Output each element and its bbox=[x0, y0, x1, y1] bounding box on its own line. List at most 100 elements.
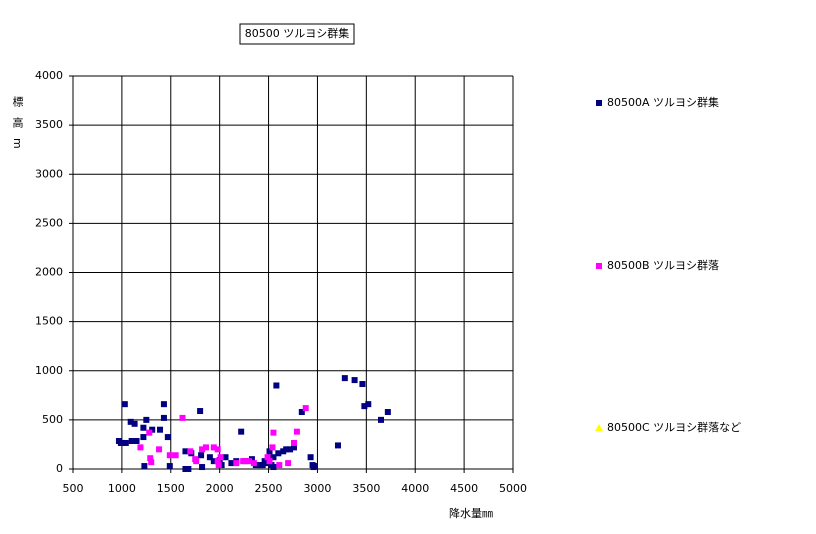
x-tick-label: 1500 bbox=[157, 482, 185, 495]
point bbox=[157, 426, 164, 433]
point bbox=[166, 452, 173, 459]
point bbox=[378, 416, 384, 423]
title-box bbox=[239, 23, 355, 45]
point bbox=[210, 444, 217, 451]
point bbox=[131, 420, 138, 427]
point bbox=[179, 414, 186, 421]
point bbox=[117, 439, 124, 446]
legend-label: 80500C ツルヨシ群落など bbox=[607, 420, 741, 434]
point bbox=[193, 458, 200, 465]
point bbox=[146, 429, 153, 436]
point bbox=[302, 405, 309, 412]
point bbox=[199, 464, 206, 471]
y-tick-label: 3000 bbox=[35, 167, 63, 180]
point bbox=[148, 459, 155, 466]
point bbox=[259, 462, 266, 469]
point bbox=[164, 434, 171, 441]
point bbox=[210, 458, 217, 465]
point bbox=[137, 444, 144, 451]
point bbox=[359, 381, 366, 388]
point bbox=[275, 450, 282, 457]
point bbox=[240, 458, 247, 465]
point bbox=[133, 437, 140, 444]
point bbox=[215, 462, 222, 469]
point bbox=[233, 460, 240, 467]
point bbox=[307, 454, 314, 461]
point bbox=[270, 464, 277, 471]
legend-label: 80500B ツルヨシ群落 bbox=[607, 258, 719, 272]
x-tick-label: 2500 bbox=[255, 482, 283, 495]
point bbox=[121, 401, 128, 408]
point bbox=[351, 377, 358, 384]
point bbox=[182, 448, 189, 455]
point bbox=[147, 455, 154, 462]
point bbox=[283, 446, 290, 453]
point bbox=[312, 463, 318, 470]
y-tick-label: 1000 bbox=[35, 364, 63, 377]
y-tick-label: 1500 bbox=[35, 315, 63, 328]
x-tick-label: 5000 bbox=[499, 482, 527, 495]
x-tick-label: 2000 bbox=[206, 482, 234, 495]
x-tick-label: 3000 bbox=[303, 482, 331, 495]
point bbox=[266, 448, 273, 455]
point bbox=[287, 446, 294, 453]
point bbox=[298, 409, 305, 416]
point bbox=[290, 439, 297, 446]
y-tick-label: 2500 bbox=[35, 216, 63, 229]
x-tick-label: 4000 bbox=[401, 482, 429, 495]
point bbox=[222, 454, 229, 461]
y-tick-label: 2000 bbox=[35, 266, 63, 279]
y-tick-label: 3500 bbox=[35, 118, 63, 131]
point bbox=[246, 458, 252, 465]
point bbox=[166, 463, 173, 470]
point bbox=[238, 428, 245, 435]
point bbox=[266, 458, 273, 465]
x-tick-label: 1000 bbox=[108, 482, 136, 495]
point bbox=[276, 462, 283, 469]
point bbox=[293, 428, 300, 435]
point bbox=[143, 416, 150, 423]
point bbox=[160, 401, 167, 408]
point bbox=[122, 439, 129, 446]
point bbox=[285, 460, 292, 467]
y-tick-label: 4000 bbox=[35, 69, 63, 82]
legend-marker bbox=[596, 263, 602, 269]
point bbox=[156, 446, 163, 453]
point bbox=[384, 409, 391, 416]
chart-title: 80500 ツルヨシ群集 bbox=[245, 26, 350, 40]
x-tick-label: 3500 bbox=[352, 482, 380, 495]
y-axis-label: 標高m bbox=[11, 95, 24, 159]
point bbox=[160, 414, 167, 421]
point bbox=[361, 403, 368, 410]
point bbox=[187, 448, 194, 455]
point bbox=[172, 452, 179, 459]
point bbox=[202, 444, 209, 451]
point bbox=[228, 460, 235, 467]
point bbox=[185, 466, 192, 472]
point bbox=[217, 454, 224, 461]
point bbox=[250, 460, 257, 467]
legend-marker bbox=[596, 100, 602, 106]
point bbox=[128, 437, 135, 444]
point bbox=[197, 408, 204, 415]
point bbox=[273, 382, 280, 389]
point bbox=[290, 444, 297, 451]
point bbox=[341, 375, 348, 382]
point bbox=[264, 454, 271, 461]
point bbox=[141, 463, 148, 470]
y-tick-label: 0 bbox=[56, 462, 63, 475]
x-axis-label: 降水量㎜ bbox=[449, 506, 493, 520]
point bbox=[214, 458, 221, 465]
point bbox=[140, 424, 147, 431]
point bbox=[198, 452, 205, 459]
legend-marker bbox=[595, 424, 603, 431]
point bbox=[270, 429, 277, 436]
y-tick-label: 500 bbox=[42, 413, 63, 426]
point bbox=[140, 434, 147, 441]
point bbox=[334, 442, 341, 449]
point bbox=[365, 401, 372, 408]
point bbox=[199, 446, 206, 453]
x-tick-label: 4500 bbox=[450, 482, 478, 495]
point bbox=[206, 454, 213, 461]
